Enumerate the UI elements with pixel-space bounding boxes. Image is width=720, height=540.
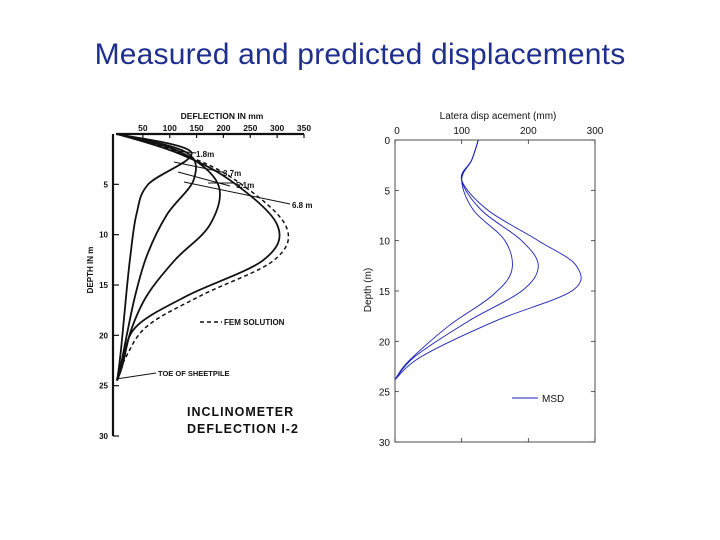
- left-x-ticks: 50 100 150 200 250 300 350: [138, 123, 311, 138]
- right-x-tick-label: 200: [520, 126, 537, 137]
- left-series-line-5: [116, 133, 290, 381]
- right-ylabel: Depth (m): [363, 268, 374, 312]
- right-y-tick-label: 0: [384, 136, 390, 147]
- right-chart: Latera disp acement (mm) 0 100 200 300 0 5 10…: [363, 111, 604, 449]
- left-series-line-3: [116, 133, 221, 381]
- left-y-tick-label: 5: [104, 180, 109, 189]
- toe-leader: [115, 372, 157, 380]
- annot-level-2: 3.7m: [223, 169, 241, 178]
- left-x-tick-label: 150: [189, 123, 203, 133]
- right-y-tick-label: 20: [379, 337, 391, 348]
- left-chart: DEFLECTION IN mm 50 100 150 200 250 300 350 5 1…: [86, 111, 312, 441]
- annot-level-3: 5.1m: [236, 181, 254, 190]
- left-series: [116, 133, 290, 381]
- left-x-tick-label: 50: [138, 123, 148, 133]
- right-series-line-2: [394, 139, 539, 380]
- left-series-line-1: [116, 133, 193, 381]
- right-y-ticks: 0 5 10 15 20 25 30: [379, 136, 595, 449]
- left-y-tick-label: 15: [99, 281, 108, 290]
- caption-line-2: DEFLECTION I-2: [187, 422, 299, 436]
- annot-leader-4: [183, 181, 291, 205]
- annot-leader-3: [177, 171, 231, 187]
- annot-leader-1: [167, 149, 197, 154]
- left-y-tick-label: 10: [99, 231, 108, 240]
- left-x-tick-label: 300: [270, 123, 284, 133]
- right-x-ticks: 0 100 200 300: [394, 126, 604, 442]
- right-y-tick-label: 15: [379, 287, 391, 298]
- right-y-tick-label: 10: [379, 237, 391, 248]
- right-series-line-3: [394, 139, 582, 380]
- left-y-ticks: 5 10 15 20 25 30: [99, 180, 119, 441]
- right-y-tick-label: 30: [379, 438, 391, 449]
- left-xlabel: DEFLECTION IN mm: [181, 111, 264, 121]
- right-series-line-1: [394, 139, 513, 380]
- left-x-tick-label: 250: [243, 123, 257, 133]
- right-xlabel: Latera disp acement (mm): [440, 111, 557, 122]
- left-x-tick-label: 100: [163, 123, 177, 133]
- left-x-tick-label: 200: [216, 123, 230, 133]
- right-x-tick-label: 300: [587, 126, 604, 137]
- left-x-tick-label: 350: [297, 123, 311, 133]
- toe-label: TOE OF SHEETPILE: [158, 369, 230, 378]
- right-plot-frame: [394, 139, 596, 443]
- left-y-tick-label: 30: [99, 432, 108, 441]
- annot-leader-2: [173, 161, 223, 173]
- left-ylabel: DEPTH IN m: [86, 247, 95, 294]
- right-legend-label: MSD: [542, 394, 564, 405]
- caption-line-1: INCLINOMETER: [187, 405, 294, 419]
- slide-title: Measured and predicted displacements: [94, 38, 626, 71]
- annot-level-4: 6.8 m: [292, 201, 312, 210]
- right-x-tick-label: 100: [453, 126, 470, 137]
- annot-level-1: 1.8m: [196, 150, 214, 159]
- right-y-tick-label: 25: [379, 388, 391, 399]
- left-series-line-2: [116, 133, 197, 381]
- left-y-tick-label: 20: [99, 331, 108, 340]
- left-y-tick-label: 25: [99, 382, 108, 391]
- right-y-tick-label: 5: [384, 186, 390, 197]
- right-series: [394, 139, 582, 380]
- left-series-line-4: [116, 133, 281, 381]
- right-x-tick-label: 0: [394, 126, 400, 137]
- legend-fem-label: FEM SOLUTION: [224, 318, 285, 327]
